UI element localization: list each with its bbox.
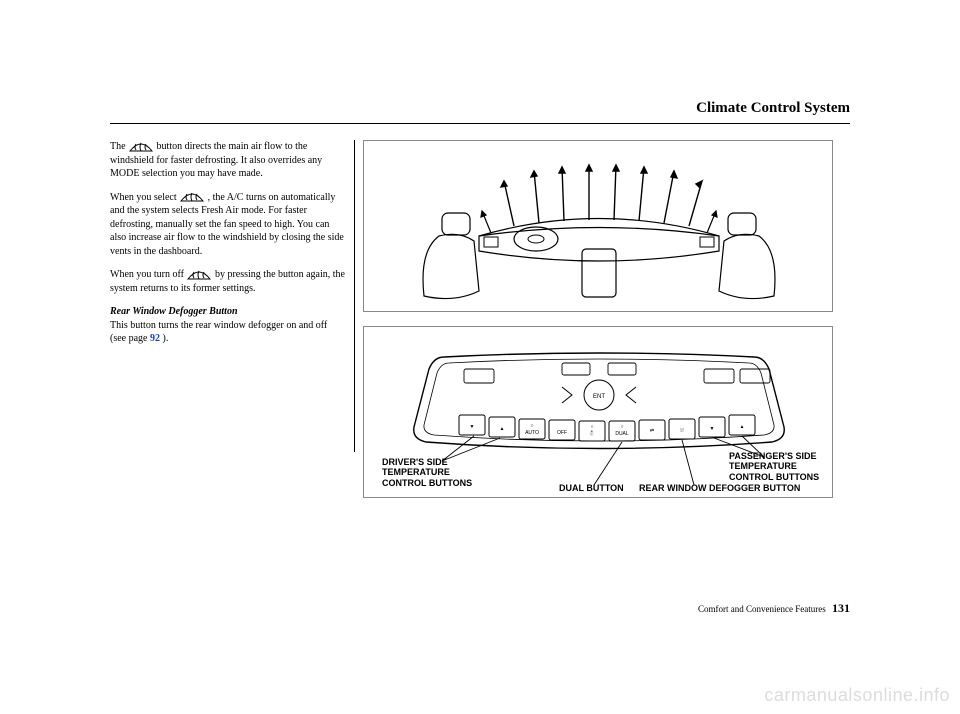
- column-divider: [354, 140, 355, 452]
- content-columns: The button directs the main air flow to …: [110, 140, 850, 512]
- svg-text:ENT: ENT: [593, 394, 605, 400]
- text: When you turn off: [110, 269, 184, 280]
- control-panel-diagram: ENT: [363, 326, 833, 498]
- watermark: carmanualsonline.info: [764, 685, 950, 706]
- page-title: Climate Control System: [110, 100, 850, 117]
- label-dual: DUAL BUTTON: [559, 483, 624, 493]
- defrost-icon: [179, 191, 205, 203]
- svg-text:○: ○: [530, 423, 533, 429]
- svg-text:▲: ▲: [740, 424, 745, 430]
- svg-text:○: ○: [620, 424, 623, 430]
- svg-text:AUTO: AUTO: [525, 430, 539, 436]
- text: This button turns the rear window defogg…: [110, 320, 327, 345]
- paragraph-3: When you turn off by pressing the button…: [110, 268, 345, 295]
- body-text-column: The button directs the main air flow to …: [110, 140, 345, 512]
- paragraph-2: When you select , the A/C turns on autom…: [110, 191, 345, 259]
- svg-text:⇄: ⇄: [650, 428, 654, 434]
- text: The: [110, 141, 126, 152]
- svg-text:○: ○: [590, 424, 593, 430]
- paragraph-4: Rear Window Defogger Button This button …: [110, 305, 345, 346]
- footer-page-number: 131: [832, 601, 850, 615]
- defrost-icon: [186, 269, 212, 281]
- label-passenger-temp: PASSENGER'S SIDE TEMPERATURE CONTROL BUT…: [729, 451, 819, 482]
- label-rear-defog: REAR WINDOW DEFOGGER BUTTON: [639, 483, 800, 493]
- page-link[interactable]: 92: [150, 333, 160, 344]
- svg-text:⛆: ⛆: [680, 428, 684, 434]
- manual-page: Climate Control System The button direct…: [110, 100, 850, 580]
- header-rule: [110, 123, 850, 124]
- svg-text:▼: ▼: [710, 426, 715, 432]
- svg-text:⛄: ⛄: [589, 430, 595, 437]
- text: When you select: [110, 192, 177, 203]
- svg-text:▼: ▼: [470, 424, 475, 430]
- page-footer: Comfort and Convenience Features 131: [698, 601, 850, 616]
- airflow-diagram: [363, 140, 833, 312]
- svg-text:OFF: OFF: [557, 430, 567, 436]
- svg-text:▲: ▲: [500, 426, 505, 432]
- text: ).: [160, 333, 168, 344]
- figure-column: ENT: [363, 140, 850, 512]
- subheading: Rear Window Defogger Button: [110, 306, 238, 317]
- label-driver-temp: DRIVER'S SIDE TEMPERATURE CONTROL BUTTON…: [382, 457, 472, 488]
- svg-text:DUAL: DUAL: [615, 431, 629, 437]
- footer-section: Comfort and Convenience Features: [698, 604, 826, 614]
- paragraph-1: The button directs the main air flow to …: [110, 140, 345, 181]
- defrost-icon: [128, 141, 154, 153]
